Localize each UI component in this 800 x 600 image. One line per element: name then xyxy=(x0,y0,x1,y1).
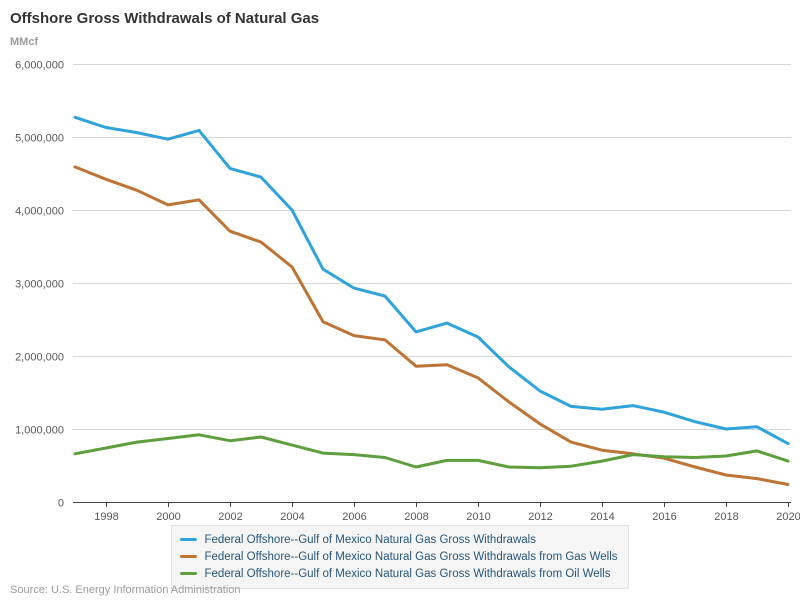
legend-item-gas-wells[interactable]: Federal Offshore--Gulf of Mexico Natural… xyxy=(178,548,618,565)
x-axis-tick-label: 2008 xyxy=(404,511,428,523)
x-axis-tick-label: 2012 xyxy=(528,511,552,523)
series-line-0[interactable] xyxy=(73,115,790,446)
legend-item-oil-wells[interactable]: Federal Offshore--Gulf of Mexico Natural… xyxy=(178,565,617,582)
legend-label: Federal Offshore--Gulf of Mexico Natural… xyxy=(204,533,536,546)
x-axis-tick-label: 2002 xyxy=(218,511,242,523)
legend: Federal Offshore--Gulf of Mexico Natural… xyxy=(0,525,800,589)
x-axis-tick-label: 2006 xyxy=(342,511,366,523)
x-axis-tick-label: 2000 xyxy=(156,511,180,523)
x-axis-tick-label: 2004 xyxy=(280,511,304,523)
source-attribution: Source: U.S. Energy Information Administ… xyxy=(10,584,241,596)
legend-label: Federal Offshore--Gulf of Mexico Natural… xyxy=(204,550,618,563)
y-axis-tick-label: 2,000,000 xyxy=(15,352,64,364)
y-axis-unit-label: MMcf xyxy=(10,36,39,48)
x-axis-tick-label: 2020 xyxy=(776,511,800,523)
legend-box: Federal Offshore--Gulf of Mexico Natural… xyxy=(171,525,629,589)
series-line-1[interactable] xyxy=(73,165,790,486)
legend-line-swatch xyxy=(180,538,198,541)
chart-title: Offshore Gross Withdrawals of Natural Ga… xyxy=(10,10,320,27)
series-line-2[interactable] xyxy=(73,433,790,470)
y-axis-tick-label: 1,000,000 xyxy=(15,425,64,437)
y-axis-tick-label: 4,000,000 xyxy=(15,206,64,218)
x-axis-tick-label: 2018 xyxy=(714,511,738,523)
y-axis-tick-label: 3,000,000 xyxy=(15,279,64,291)
x-axis-tick-label: 2016 xyxy=(652,511,676,523)
legend-label: Federal Offshore--Gulf of Mexico Natural… xyxy=(204,567,611,580)
x-axis-tick-label: 2014 xyxy=(590,511,614,523)
legend-line-swatch xyxy=(180,572,198,575)
y-axis-tick-label: 6,000,000 xyxy=(15,60,64,72)
y-axis-tick-label: 0 xyxy=(58,498,64,510)
y-axis-tick-label: 5,000,000 xyxy=(15,133,64,145)
x-axis-tick-label: 1998 xyxy=(94,511,118,523)
legend-line-swatch xyxy=(180,555,198,558)
legend-item-gross-withdrawals[interactable]: Federal Offshore--Gulf of Mexico Natural… xyxy=(178,531,617,548)
x-axis-tick-label: 2010 xyxy=(466,511,490,523)
